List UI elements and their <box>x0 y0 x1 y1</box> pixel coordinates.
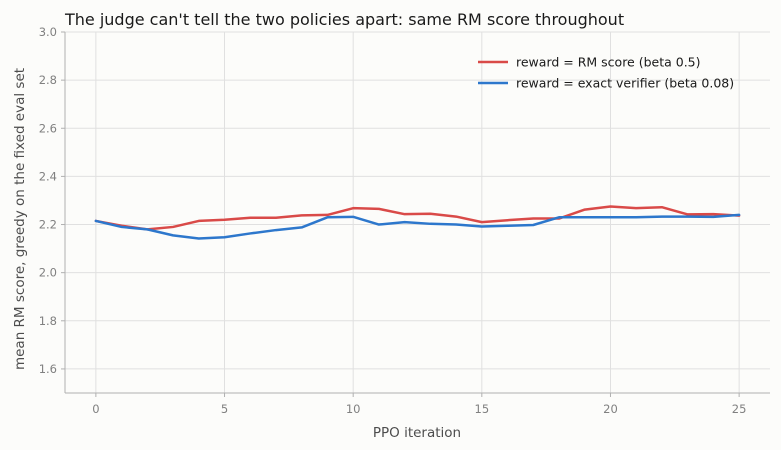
chart-title: The judge can't tell the two policies ap… <box>64 10 624 29</box>
y-tick-label: 1.6 <box>39 362 57 376</box>
legend: reward = RM score (beta 0.5) reward = exa… <box>478 55 734 91</box>
x-tick-label: 0 <box>92 402 99 416</box>
x-tick-label: 5 <box>221 402 228 416</box>
x-axis-label: PPO iteration <box>373 425 461 441</box>
y-tick-label: 2.2 <box>39 218 57 232</box>
x-tick-label: 15 <box>475 402 490 416</box>
y-tick-label: 3.0 <box>39 25 57 39</box>
series-lines <box>94 205 741 240</box>
axes: 0 5 10 15 20 25 1.6 1.8 2.0 2.2 2.4 2.6 2.8 3.0 <box>39 25 770 416</box>
x-tick-label: 25 <box>732 402 747 416</box>
y-axis-label: mean RM score, greedy on the fixed eval … <box>12 68 28 370</box>
y-tick-label: 1.8 <box>39 314 57 328</box>
grid <box>65 31 770 393</box>
y-tick-label: 2.6 <box>39 121 57 135</box>
y-tick-label: 2.4 <box>39 169 57 183</box>
series-line-2 <box>94 213 741 240</box>
legend-label-2: reward = exact verifier (beta 0.08) <box>516 76 734 91</box>
y-tick-label: 2.0 <box>39 266 57 280</box>
y-tick-label: 2.8 <box>39 73 57 87</box>
x-tick-label: 20 <box>603 402 618 416</box>
legend-label-1: reward = RM score (beta 0.5) <box>516 55 701 70</box>
series-line-1 <box>94 205 741 231</box>
x-tick-label: 10 <box>346 402 361 416</box>
